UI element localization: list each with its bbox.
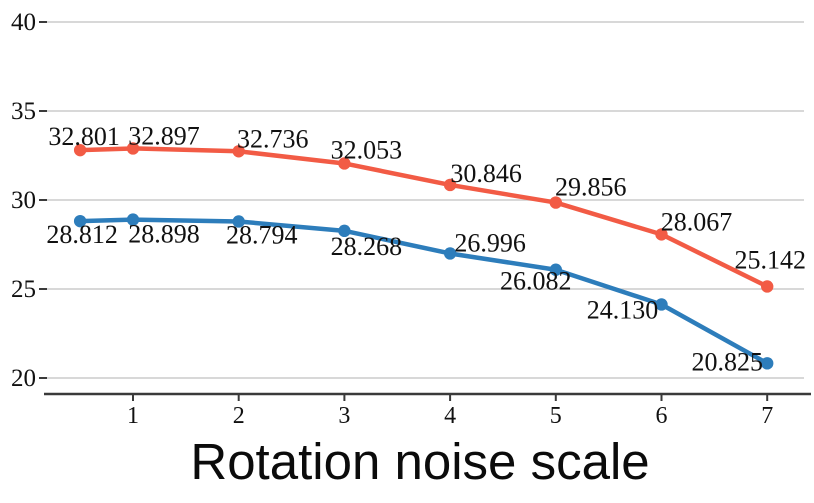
upper-line-red-label-2: 32.897 xyxy=(128,121,200,150)
upper-line-red-label-5: 30.846 xyxy=(450,159,522,188)
upper-line-red-label-7: 28.067 xyxy=(661,207,733,236)
lower-line-blue-point-6 xyxy=(549,263,562,276)
lower-line-blue-path xyxy=(77,217,770,366)
data-series xyxy=(73,142,774,370)
x-tick-label-3: 3 xyxy=(338,403,350,429)
lower-line-blue-label-6: 26.082 xyxy=(500,267,572,296)
x-tick-label-1: 1 xyxy=(127,403,139,429)
upper-line-red-point-5 xyxy=(443,178,457,192)
x-axis-title: Rotation noise scale xyxy=(190,433,649,490)
lower-line-blue-label-5: 26.996 xyxy=(454,228,526,257)
upper-line-red-label-6: 29.856 xyxy=(555,173,627,202)
upper-line-red-label-8: 25.142 xyxy=(734,245,806,274)
lower-line-blue-point-8 xyxy=(761,357,774,370)
y-tick-label-35: 35 xyxy=(11,98,36,125)
upper-line-red-point-6 xyxy=(549,196,562,209)
lower-line-blue-point-1 xyxy=(73,214,87,228)
lower-line-blue-label-2: 28.898 xyxy=(128,220,200,249)
lower-line-blue-label-1: 28.812 xyxy=(46,220,118,249)
upper-line-red-label-3: 32.736 xyxy=(237,124,309,153)
gridlines xyxy=(46,21,804,379)
upper-line-red-point-7 xyxy=(655,228,668,241)
y-tick-label-30: 30 xyxy=(11,187,36,214)
lower-line-blue-point-5 xyxy=(443,247,457,260)
y-tick-label-20: 20 xyxy=(11,365,36,392)
x-tick-label-6: 6 xyxy=(656,403,668,429)
lower-line-blue-point-2 xyxy=(126,213,140,226)
upper-line-red-point-8 xyxy=(761,280,774,293)
lower-line-blue-point-4 xyxy=(338,224,351,238)
lower-line-blue-label-7: 24.130 xyxy=(587,295,659,324)
lower-line-blue-point-3 xyxy=(232,215,245,228)
upper-line-red-point-4 xyxy=(338,157,351,170)
x-tick-label-2: 2 xyxy=(233,403,245,429)
axes: 20 25 30 35 40 1 2 3 4 5 6 7 xyxy=(11,9,811,429)
upper-line-red-label-1: 32.801 xyxy=(48,122,120,151)
y-tick-label-25: 25 xyxy=(11,276,36,303)
upper-line-red-point-1 xyxy=(73,143,87,157)
lower-line-blue-label-8: 20.825 xyxy=(691,347,763,376)
upper-line-red-label-4: 32.053 xyxy=(331,135,403,164)
lower-line-blue-label-3: 28.794 xyxy=(226,220,298,249)
upper-line-red-point-2 xyxy=(126,142,140,155)
lower-line-blue-point-7 xyxy=(655,298,668,311)
upper-line-red-point-3 xyxy=(232,145,245,158)
lower-line-blue-label-4: 28.268 xyxy=(331,232,403,261)
y-tick-label-40: 40 xyxy=(11,9,36,36)
upper-line-red-path xyxy=(77,146,770,289)
x-tick-label-4: 4 xyxy=(444,403,456,429)
x-tick-label-5: 5 xyxy=(550,403,562,429)
data-labels: 32.801 32.897 32.736 32.053 30.846 29.856 28.0… xyxy=(46,121,806,376)
x-tick-label-7: 7 xyxy=(761,403,773,429)
